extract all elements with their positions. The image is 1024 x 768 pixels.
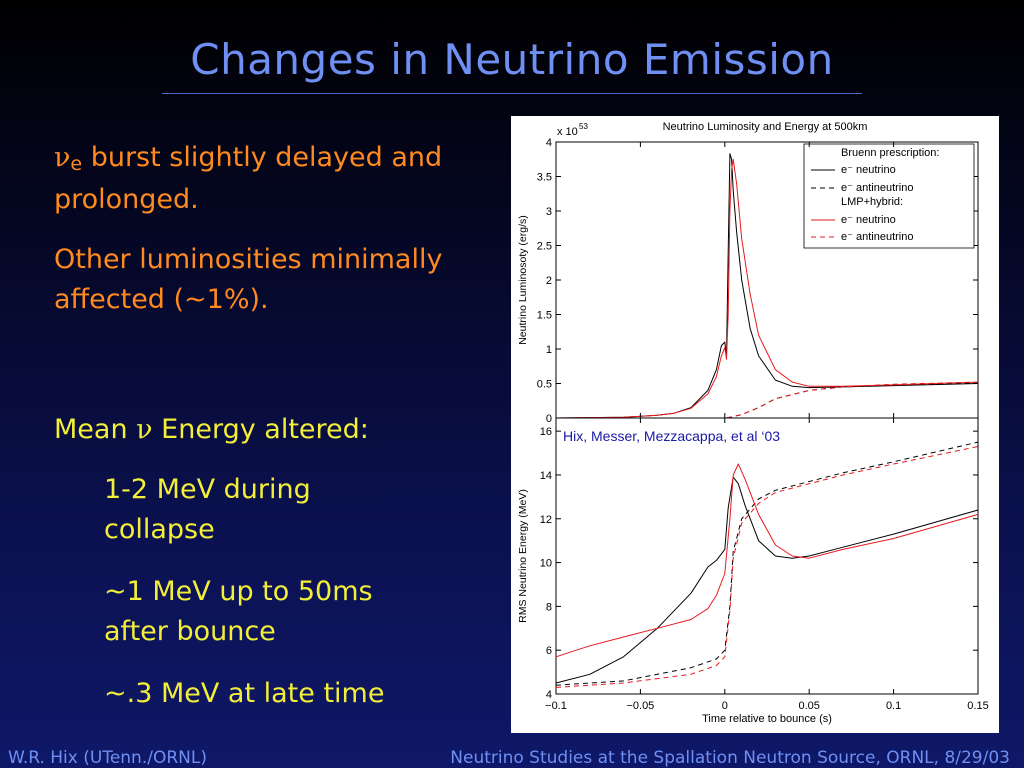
x-tick-label: 0.1 [886,700,901,712]
sub-bullet-collapse: 1-2 MeV during collapse [104,474,311,545]
footer-author: W.R. Hix (UTenn./ORNL) [8,748,207,768]
bottom-y-tick-label: 10 [540,558,552,570]
top-y-tick-label: 0.5 [537,379,552,391]
bullet-ve-burst: νe burst slightly delayed and prolonged. [54,138,474,220]
top-y-tick-label: 4 [546,137,552,149]
top-series-bruenn-antineutrino [556,382,979,419]
bottom-y-tick-label: 8 [546,601,552,613]
y-multiplier-exponent: 53 [579,122,588,131]
x-axis-label: Time relative to bounce (s) [702,713,832,725]
x-tick-label: −0.05 [626,700,654,712]
legend-header-lmp: LMP+hybrid: [841,196,903,208]
bottom-y-axis-label: RMS Neutrino Energy (MeV) [517,489,529,623]
legend-entry-bruenn-neutrino: e⁻ neutrino [841,164,896,176]
nu-symbol: ν [54,142,71,173]
bottom-x-ticks: −0.1 −0.05 0 0.05 0.1 0.15 [545,142,989,712]
top-y-tick-label: 3.5 [537,172,552,184]
x-tick-label: 0.15 [967,700,988,712]
top-y-tick-label: 3 [546,206,552,218]
bottom-series-bruenn-antineutrino [555,441,979,686]
bullet-mean-energy-prefix: Mean [54,414,137,445]
top-y-axis-label: Neutrino Luminosoty (erg/s) [517,215,529,345]
title-underline [162,93,862,94]
y-multiplier: x 10 [557,126,578,138]
bottom-y-ticks: 4 6 8 10 12 14 16 [540,426,978,701]
top-series-bruenn-neutrino [555,153,979,419]
bottom-series-group [555,441,979,688]
top-y-tick-label: 1.5 [537,310,552,322]
bottom-y-tick-label: 16 [540,426,552,438]
bottom-y-tick-label: 4 [546,689,552,701]
x-tick-label: 0 [722,700,728,712]
bottom-y-tick-label: 12 [540,514,552,526]
top-y-tick-label: 0 [546,413,552,425]
legend-header-bruenn: Bruenn prescription: [841,147,939,159]
legend-entry-lmp-neutrino: e⁻ neutrino [841,214,896,226]
top-y-tick-label: 2 [546,275,552,287]
sub-bullet-after-bounce: ~1 MeV up to 50ms after bounce [104,576,373,647]
x-tick-label: 0.05 [798,700,819,712]
legend: Bruenn prescription: e⁻ neutrino e⁻ anti… [803,143,975,249]
top-y-tick-label: 1 [546,344,552,356]
figure-panel: Neutrino Luminosity and Energy at 500km … [511,116,999,733]
bottom-y-tick-label: 6 [546,645,552,657]
top-series-lmp-neutrino [555,158,979,419]
legend-entry-lmp-antineutrino: e⁻ antineutrino [841,231,913,243]
legend-box [803,143,975,249]
bullet-other-luminosities: Other luminosities minimally affected (~… [54,244,443,315]
legend-entry-bruenn-antineutrino: e⁻ antineutrino [841,182,913,194]
top-series-lmp-antineutrino [556,381,979,419]
chart-title: Neutrino Luminosity and Energy at 500km [663,121,868,133]
neutrino-figure: Neutrino Luminosity and Energy at 500km … [517,121,989,725]
top-y-tick-label: 2.5 [537,241,552,253]
x-tick-label: −0.1 [545,700,567,712]
bullet-mean-energy-suffix: Energy altered: [152,414,369,445]
bottom-plot-frame [555,417,979,695]
sub-bullet-late-time: ~.3 MeV at late time [104,678,385,709]
bottom-series-lmp-antineutrino [555,446,979,688]
bottom-y-tick-label: 14 [540,470,552,482]
bottom-series-lmp-neutrino [555,463,979,658]
footer-venue: Neutrino Studies at the Spallation Neutr… [450,748,1010,768]
nu-symbol: ν [136,414,153,445]
subscript-e: e [70,153,83,175]
bottom-series-bruenn-neutrino [555,476,979,684]
citation-annotation: Hix, Messer, Mezzacappa, et al ‘03 [563,428,780,444]
bullet-ve-burst-text: burst slightly delayed and prolonged. [54,142,443,215]
slide-title: Changes in Neutrino Emission [190,35,834,84]
bullet-mean-energy: Mean ν Energy altered: [54,410,369,450]
